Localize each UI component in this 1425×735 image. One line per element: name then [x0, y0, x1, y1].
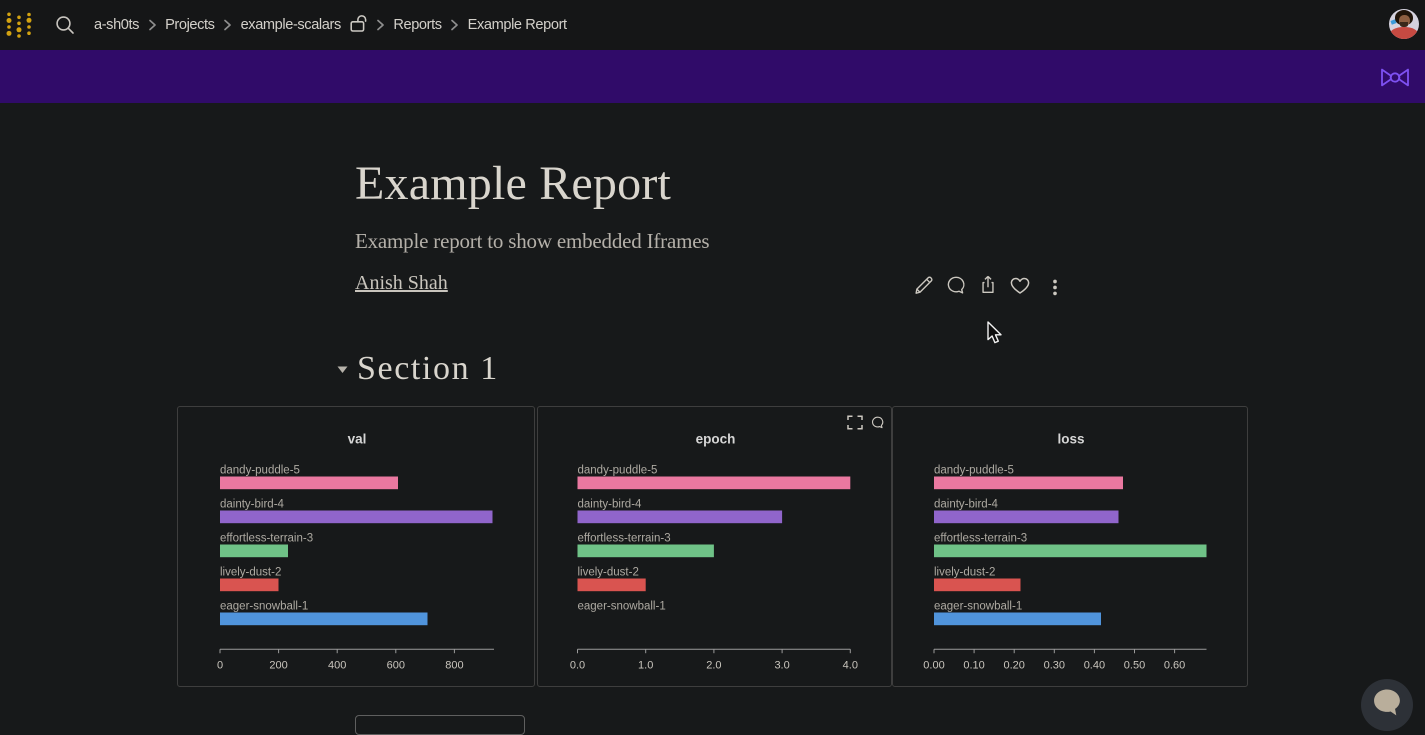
- svg-text:2.0: 2.0: [706, 660, 721, 672]
- svg-text:eager-snowball-1: eager-snowball-1: [220, 600, 308, 612]
- svg-text:dandy-puddle-5: dandy-puddle-5: [220, 464, 300, 476]
- svg-text:effortless-terrain-3: effortless-terrain-3: [220, 532, 313, 544]
- svg-text:effortless-terrain-3: effortless-terrain-3: [934, 532, 1027, 544]
- svg-text:4.0: 4.0: [842, 660, 857, 672]
- svg-text:eager-snowball-1: eager-snowball-1: [934, 600, 1022, 612]
- svg-text:lively-dust-2: lively-dust-2: [220, 566, 281, 578]
- svg-text:lively-dust-2: lively-dust-2: [577, 566, 638, 578]
- svg-text:0.20: 0.20: [1003, 660, 1024, 672]
- svg-text:400: 400: [328, 660, 346, 672]
- svg-text:3.0: 3.0: [774, 660, 789, 672]
- svg-text:0.40: 0.40: [1084, 660, 1105, 672]
- svg-text:0.30: 0.30: [1044, 660, 1065, 672]
- svg-text:dandy-puddle-5: dandy-puddle-5: [577, 464, 657, 476]
- svg-text:0.0: 0.0: [569, 660, 584, 672]
- svg-text:0.50: 0.50: [1124, 660, 1145, 672]
- svg-text:dandy-puddle-5: dandy-puddle-5: [934, 464, 1014, 476]
- svg-text:dainty-bird-4: dainty-bird-4: [934, 498, 999, 510]
- svg-text:dainty-bird-4: dainty-bird-4: [577, 498, 642, 510]
- svg-text:lively-dust-2: lively-dust-2: [934, 566, 995, 578]
- svg-text:800: 800: [445, 660, 463, 672]
- svg-text:effortless-terrain-3: effortless-terrain-3: [577, 532, 670, 544]
- svg-text:1.0: 1.0: [638, 660, 653, 672]
- svg-text:0.00: 0.00: [923, 660, 944, 672]
- svg-text:0: 0: [217, 660, 223, 672]
- svg-text:0.10: 0.10: [963, 660, 984, 672]
- svg-text:eager-snowball-1: eager-snowball-1: [577, 600, 665, 612]
- svg-text:dainty-bird-4: dainty-bird-4: [220, 498, 285, 510]
- svg-text:200: 200: [269, 660, 287, 672]
- svg-text:600: 600: [387, 660, 405, 672]
- svg-text:loss: loss: [1057, 432, 1084, 447]
- svg-text:val: val: [348, 432, 367, 447]
- svg-text:epoch: epoch: [695, 432, 735, 447]
- svg-text:0.60: 0.60: [1164, 660, 1185, 672]
